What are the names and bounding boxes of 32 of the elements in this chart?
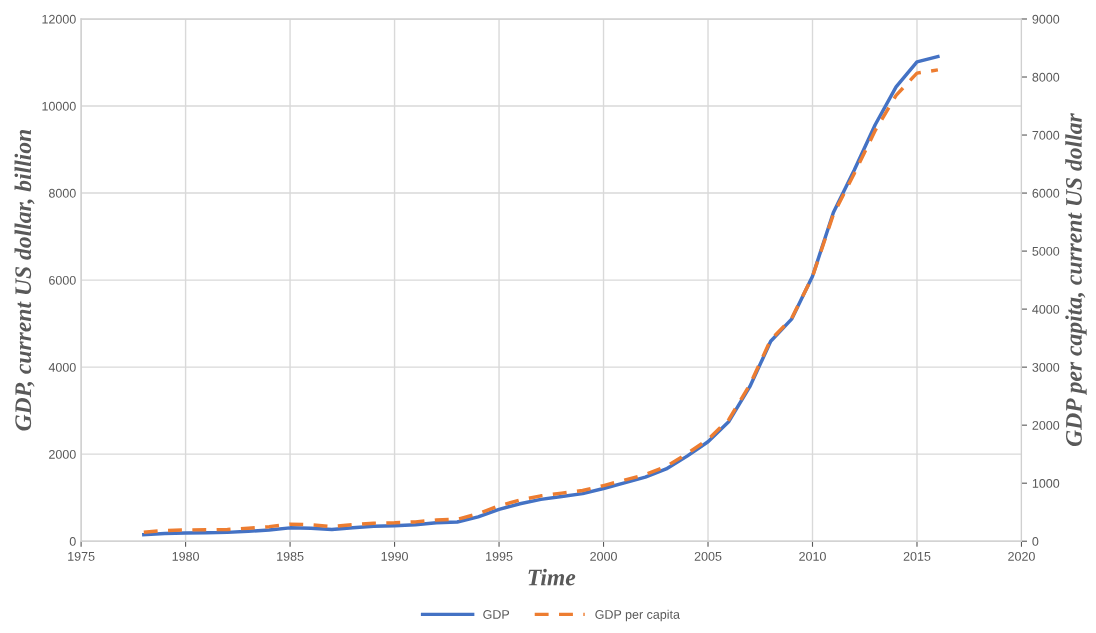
x-tick-label: 2020 (1008, 551, 1035, 561)
y2-tick-label: 9000 (1032, 14, 1060, 24)
y-tick-label: 10000 (42, 101, 76, 111)
y-axis-title: GDP, current US dollar, billion (14, 129, 35, 431)
x-tick-label: 2010 (799, 551, 826, 561)
y-tick-label: 6000 (49, 275, 76, 285)
y2-tick-label: 5000 (1032, 246, 1060, 256)
y2-tick-label: 6000 (1032, 188, 1060, 198)
x-tick-label: 1995 (486, 551, 513, 561)
legend-label: GDP per capita (595, 609, 680, 622)
y-tick-label: 8000 (48, 188, 76, 198)
y2-tick-label: 8000 (1032, 72, 1060, 82)
x-axis-title: Time (528, 568, 576, 586)
y2-tick-label: 0 (1032, 537, 1039, 546)
y2-tick-label: 4000 (1032, 304, 1060, 314)
x-tick-label: 1980 (172, 551, 200, 561)
x-tick-label: 1975 (68, 551, 95, 561)
y-tick-label: 12000 (42, 14, 76, 24)
x-tick-label: 2000 (590, 551, 617, 561)
y-tick-label: 2000 (49, 449, 76, 459)
y-tick-label: 0 (69, 537, 76, 546)
y2-axis-title: GDP per capita, current US dollar (1065, 113, 1087, 447)
x-tick-label: 2005 (694, 551, 722, 561)
y2-tick-label: 2000 (1032, 420, 1060, 430)
x-tick-label: 1990 (381, 551, 408, 561)
legend-label: GDP (483, 610, 510, 619)
y2-tick-label: 7000 (1032, 130, 1060, 140)
y2-tick-label: 1000 (1032, 478, 1060, 488)
y-tick-label: 4000 (48, 362, 76, 372)
y2-tick-label: 3000 (1032, 362, 1060, 372)
x-tick-label: 1985 (277, 551, 304, 561)
x-tick-label: 2015 (903, 551, 931, 561)
